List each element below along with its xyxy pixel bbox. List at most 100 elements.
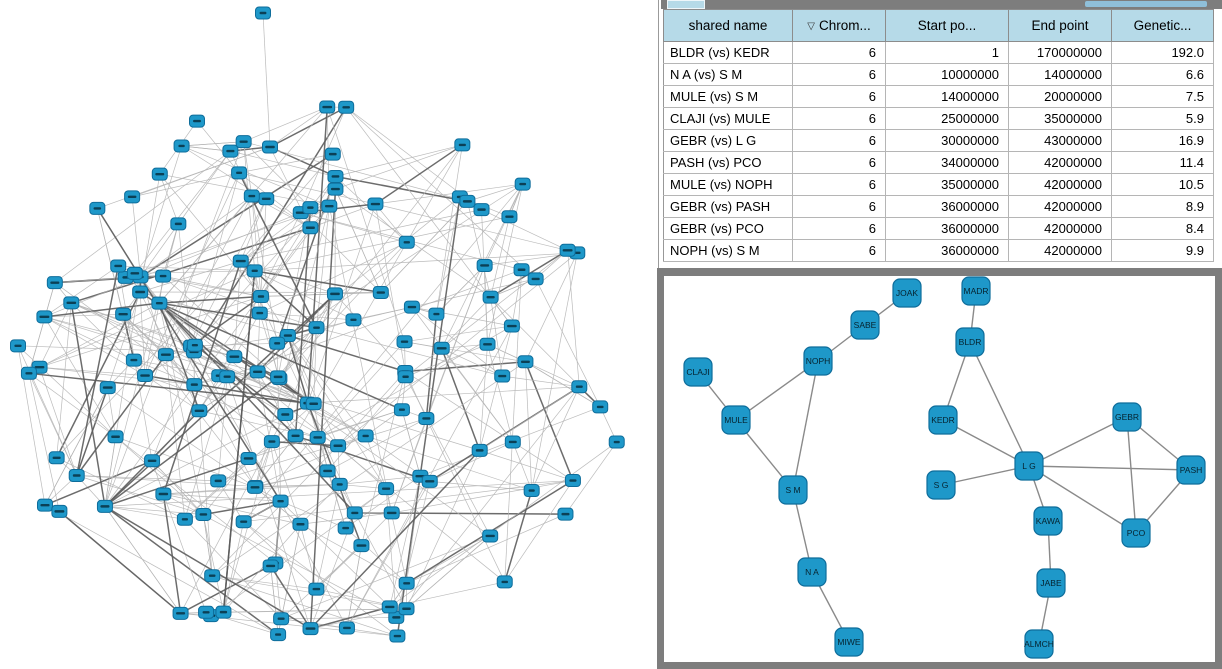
network-node[interactable]	[151, 167, 168, 181]
table-cell[interactable]: 6	[792, 151, 886, 174]
network-node[interactable]	[155, 269, 172, 283]
network-node[interactable]	[592, 400, 609, 414]
network-node[interactable]	[235, 135, 252, 149]
network-node[interactable]	[20, 366, 37, 380]
network-node[interactable]	[231, 166, 248, 180]
network-node[interactable]	[571, 380, 588, 394]
table-row[interactable]: PASH (vs) PCO 6 34000000 42000000 11.4	[663, 151, 1214, 174]
network-node[interactable]	[302, 622, 319, 636]
network-node[interactable]	[482, 290, 499, 304]
network-node[interactable]	[255, 6, 271, 20]
network-node[interactable]	[277, 408, 294, 422]
network-node[interactable]	[51, 504, 68, 518]
detail-node-jabe[interactable]: JABE	[1036, 568, 1066, 598]
network-node[interactable]	[393, 403, 410, 417]
detail-node-sabe[interactable]: SABE	[850, 310, 880, 340]
network-node[interactable]	[246, 264, 263, 278]
table-row[interactable]: N A (vs) S M 6 10000000 14000000 6.6	[663, 63, 1214, 86]
overview-network-canvas[interactable]	[0, 0, 655, 669]
network-node[interactable]	[398, 602, 415, 616]
detail-node-madr[interactable]: MADR	[961, 276, 991, 306]
table-cell[interactable]: 36000000	[885, 195, 1009, 218]
table-row[interactable]: MULE (vs) NOPH 6 35000000 42000000 10.5	[663, 173, 1214, 196]
network-node[interactable]	[302, 221, 319, 235]
table-cell[interactable]: GEBR (vs) PASH	[663, 195, 793, 218]
table-cell[interactable]: 10000000	[885, 63, 1009, 86]
table-cell[interactable]: PASH (vs) PCO	[663, 151, 793, 174]
detail-node-pco[interactable]: PCO	[1121, 518, 1151, 548]
network-node[interactable]	[263, 435, 280, 449]
network-node[interactable]	[272, 494, 289, 508]
table-cell[interactable]: 14000000	[1008, 63, 1112, 86]
detail-node-n-a[interactable]: N A	[797, 557, 827, 587]
network-node[interactable]	[403, 300, 420, 314]
network-node[interactable]	[292, 517, 309, 531]
network-node[interactable]	[132, 285, 149, 299]
network-node[interactable]	[151, 296, 168, 310]
network-node[interactable]	[262, 140, 278, 154]
table-cell[interactable]: BLDR (vs) KEDR	[663, 41, 793, 64]
network-node[interactable]	[397, 370, 414, 384]
network-node[interactable]	[210, 474, 227, 488]
table-cell[interactable]: 35000000	[1008, 107, 1112, 130]
table-cell[interactable]: 6	[792, 239, 886, 262]
detail-node-miwe[interactable]: MIWE	[834, 627, 864, 657]
network-node[interactable]	[357, 429, 374, 443]
network-node[interactable]	[564, 474, 581, 488]
network-node[interactable]	[270, 370, 287, 384]
table-cell[interactable]: 36000000	[885, 239, 1009, 262]
network-node[interactable]	[319, 464, 336, 478]
detail-node-l-g[interactable]: L G	[1014, 451, 1044, 481]
detail-edge[interactable]	[792, 360, 819, 491]
network-node[interactable]	[305, 397, 322, 411]
filter-icon[interactable]: ▽	[807, 21, 815, 32]
network-node[interactable]	[247, 480, 264, 494]
network-node[interactable]	[173, 139, 190, 153]
network-node[interactable]	[372, 286, 389, 300]
column-header-end-point[interactable]: End point	[1008, 9, 1112, 42]
panel-tab[interactable]	[667, 0, 705, 9]
detail-node-noph[interactable]: NOPH	[803, 346, 833, 376]
network-node[interactable]	[473, 203, 490, 217]
network-node[interactable]	[269, 336, 286, 350]
detail-edge[interactable]	[1028, 465, 1192, 471]
network-node[interactable]	[110, 259, 127, 273]
table-cell[interactable]: 42000000	[1008, 239, 1112, 262]
table-cell[interactable]: 6	[792, 217, 886, 240]
table-cell[interactable]: 170000000	[1008, 41, 1112, 64]
table-cell[interactable]: 42000000	[1008, 173, 1112, 196]
table-cell[interactable]: 11.4	[1111, 151, 1214, 174]
detail-edge[interactable]	[969, 341, 1030, 467]
network-node[interactable]	[48, 451, 65, 465]
detail-node-mule[interactable]: MULE	[721, 405, 751, 435]
network-node[interactable]	[494, 369, 511, 383]
network-node[interactable]	[170, 217, 187, 231]
network-node[interactable]	[219, 370, 236, 384]
table-cell[interactable]: CLAJI (vs) MULE	[663, 107, 793, 130]
network-node[interactable]	[501, 210, 518, 224]
table-cell[interactable]: 6	[792, 129, 886, 152]
table-cell[interactable]: GEBR (vs) PCO	[663, 217, 793, 240]
network-node[interactable]	[513, 263, 530, 277]
network-node[interactable]	[222, 144, 239, 158]
detail-node-almch[interactable]: ALMCH	[1024, 629, 1054, 659]
network-node[interactable]	[107, 430, 124, 444]
network-node[interactable]	[418, 411, 435, 425]
network-node[interactable]	[309, 430, 326, 444]
detail-node-joak[interactable]: JOAK	[892, 278, 922, 308]
network-node[interactable]	[235, 515, 252, 529]
network-node[interactable]	[330, 439, 347, 453]
network-node[interactable]	[172, 606, 189, 620]
table-cell[interactable]: 34000000	[885, 151, 1009, 174]
network-node[interactable]	[338, 621, 355, 635]
table-cell[interactable]: 42000000	[1008, 195, 1112, 218]
network-node[interactable]	[337, 521, 354, 535]
network-node[interactable]	[459, 194, 476, 208]
table-cell[interactable]: GEBR (vs) L G	[663, 129, 793, 152]
table-cell[interactable]: 5.9	[1111, 107, 1214, 130]
network-node[interactable]	[346, 506, 363, 520]
detail-edge[interactable]	[1028, 465, 1137, 534]
network-node[interactable]	[10, 339, 26, 353]
table-cell[interactable]: 192.0	[1111, 41, 1214, 64]
network-node[interactable]	[433, 341, 450, 355]
